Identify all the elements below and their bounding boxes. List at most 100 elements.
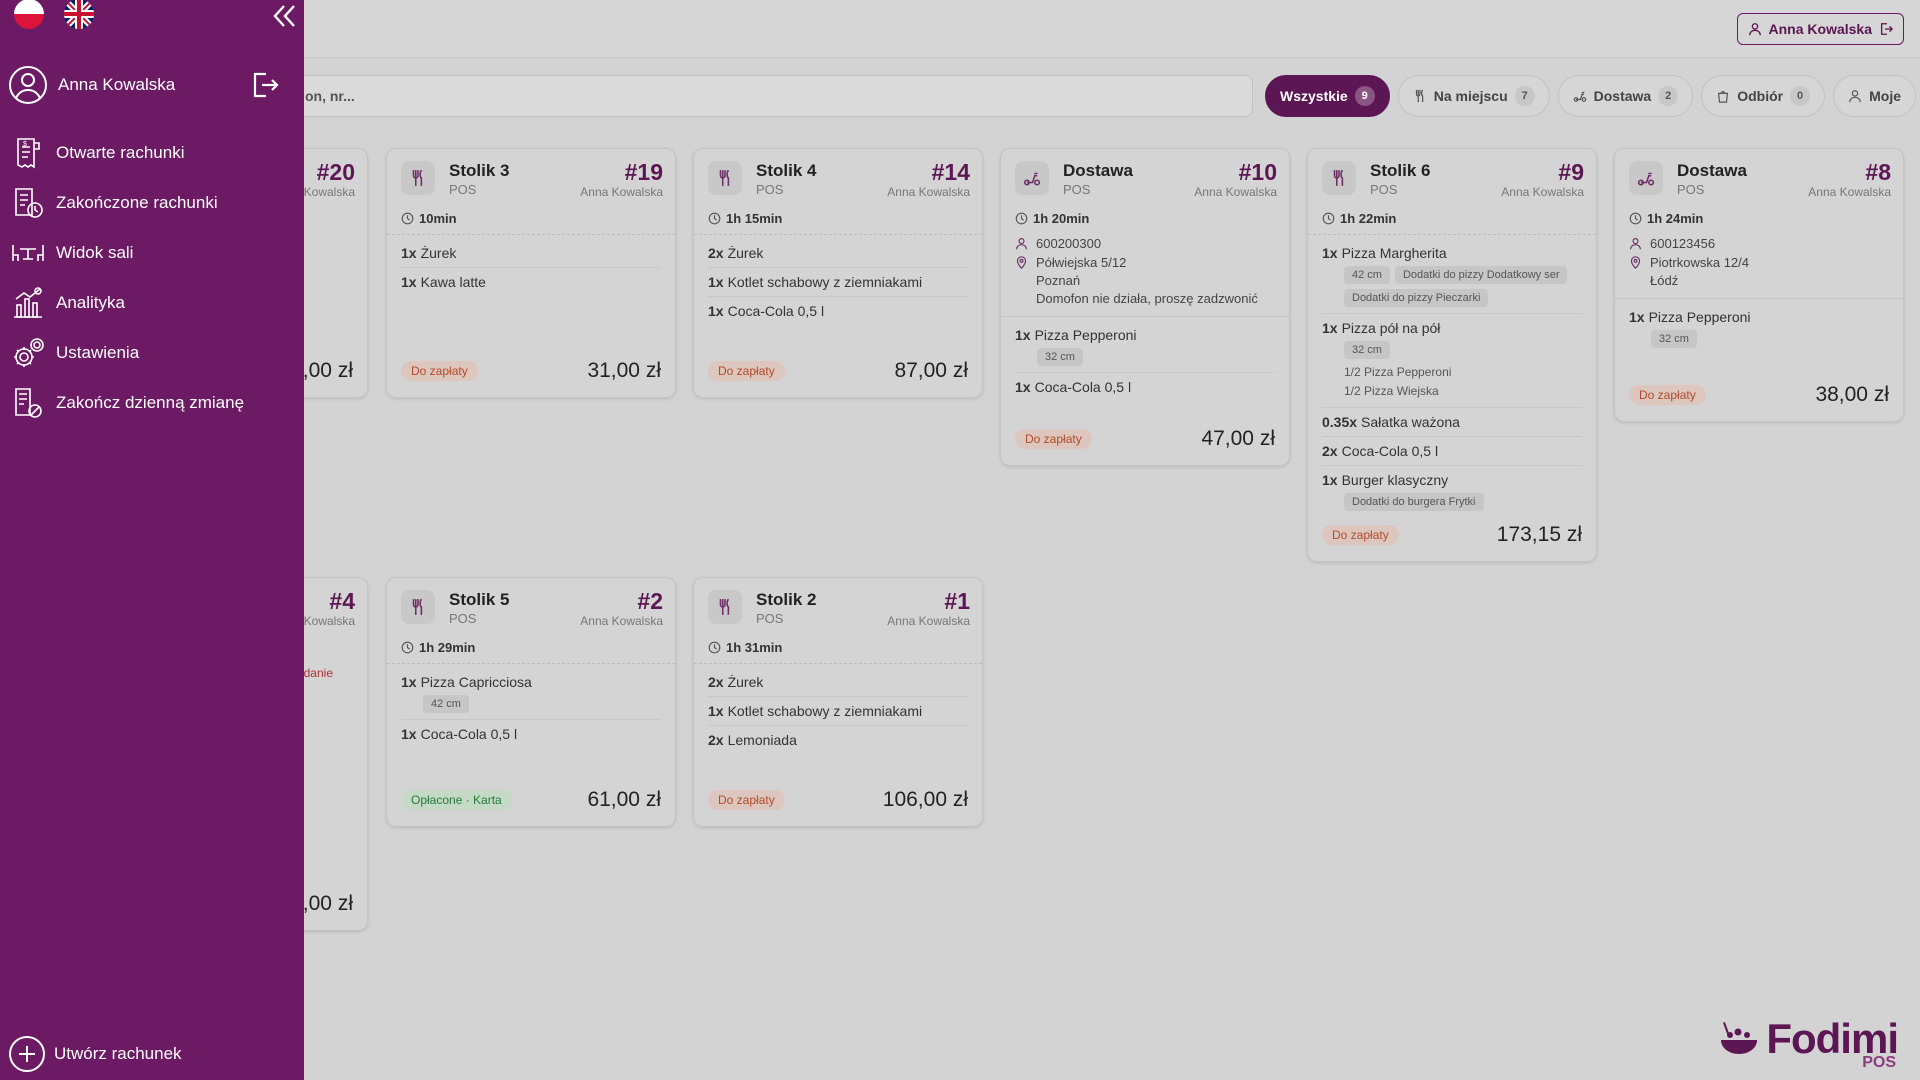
create-bill-button[interactable]: Utwórz rachunek bbox=[8, 1036, 182, 1072]
search-input[interactable]: on, nr... bbox=[290, 75, 1253, 117]
order-total: ,00 zł bbox=[302, 359, 353, 382]
item-qty: 1x bbox=[1629, 309, 1645, 325]
order-card-1[interactable]: Stolik 2 POS #1 Anna Kowalska 1h 31min 2… bbox=[693, 577, 983, 827]
item-name: Żurek bbox=[727, 674, 764, 690]
logout-icon[interactable] bbox=[250, 70, 280, 100]
filter-dine-in[interactable]: Na miejscu 7 bbox=[1397, 75, 1550, 117]
order-time: 1h 31min bbox=[694, 636, 982, 664]
order-time: 1h 20min bbox=[1001, 207, 1289, 234]
order-card-19[interactable]: Stolik 3 POS #19 Anna Kowalska 10min 1x Ż… bbox=[386, 148, 676, 398]
item-qty: 1x bbox=[401, 274, 417, 290]
clock-icon bbox=[1015, 212, 1028, 225]
order-card-14[interactable]: Stolik 4 POS #14 Anna Kowalska 1h 15min … bbox=[693, 148, 983, 398]
list-item: 1x Coca-Cola 0,5 l bbox=[1015, 373, 1275, 401]
card-footer: Do zapłaty 47,00 zł bbox=[1001, 413, 1289, 465]
order-time: 1h 29min bbox=[387, 636, 675, 664]
delivery-note: Domofon nie działa, proszę zadzwonić bbox=[1036, 291, 1258, 306]
item-modifier: 42 cm bbox=[423, 695, 469, 713]
item-name: Burger klasyczny bbox=[1341, 472, 1449, 488]
order-title: Stolik 5 bbox=[449, 590, 510, 609]
sidebar-item-open-bills[interactable]: $ Otwarte rachunki bbox=[0, 128, 304, 178]
order-card-10[interactable]: Dostawa POS #10 Anna Kowalska 1h 20min 6… bbox=[1000, 148, 1290, 466]
filter-label: Moje bbox=[1869, 88, 1901, 104]
card-header: Stolik 5 POS #2 Anna Kowalska bbox=[387, 578, 675, 636]
filter-delivery[interactable]: Dostawa 2 bbox=[1557, 75, 1694, 117]
order-number: #20 bbox=[316, 159, 355, 185]
order-card-8[interactable]: Dostawa POS #8 Anna Kowalska 1h 24min 60… bbox=[1614, 148, 1904, 422]
card-footer: Do zapłaty 31,00 zł bbox=[387, 345, 675, 397]
card-header: Dostawa POS #10 Anna Kowalska bbox=[1001, 149, 1289, 207]
polish-flag-icon[interactable] bbox=[14, 0, 44, 29]
item-qty: 1x bbox=[1322, 245, 1338, 261]
delivery-info: 600200300 Półwiejska 5/12 Poznań Domofon… bbox=[1001, 234, 1289, 317]
item-name: Lemoniada bbox=[727, 732, 797, 748]
order-card-2[interactable]: Stolik 5 POS #2 Anna Kowalska 1h 29min 1… bbox=[386, 577, 676, 827]
top-bar: Anna Kowalska bbox=[0, 0, 1920, 58]
sidebar-item-label: Zakończone rachunki bbox=[56, 193, 218, 212]
receipt-icon: $ bbox=[8, 133, 48, 173]
list-item: 1x Kawa latte bbox=[401, 268, 661, 296]
order-items: 1x Pizza Margherita 42 cm Dodatki do pizz… bbox=[1308, 235, 1596, 517]
order-number: #8 bbox=[1865, 159, 1891, 185]
filter-all[interactable]: Wszystkie 9 bbox=[1265, 75, 1390, 117]
item-subline: 1/2 Pizza Wiejska bbox=[1344, 384, 1439, 398]
list-item: 2x Żurek bbox=[708, 239, 968, 268]
item-modifier: 42 cm bbox=[1344, 266, 1390, 284]
user-icon bbox=[1016, 238, 1027, 250]
sidebar-item-floor-view[interactable]: Widok sali bbox=[0, 228, 304, 278]
user-icon bbox=[1849, 90, 1861, 103]
item-modifier: Dodatki do burgera Frytki bbox=[1344, 493, 1484, 511]
list-item: 2x Coca-Cola 0,5 l bbox=[1322, 437, 1582, 466]
list-item: 1x Coca-Cola 0,5 l bbox=[401, 720, 661, 748]
item-subline: 1/2 Pizza Pepperoni bbox=[1344, 365, 1452, 379]
filter-bar: Wszystkie 9 Na miejscu 7 Dostawa 2 Odbió… bbox=[1265, 75, 1916, 117]
item-modifier: 32 cm bbox=[1037, 348, 1083, 366]
order-total: 106,00 zł bbox=[882, 788, 968, 811]
card-header: #20 Kowalska bbox=[79, 149, 367, 207]
clock-icon bbox=[401, 641, 414, 654]
staff-name: Anna Kowalska bbox=[580, 614, 663, 628]
fork-knife-icon bbox=[708, 590, 742, 624]
filter-count: 0 bbox=[1790, 86, 1811, 106]
sidebar-item-analytics[interactable]: Analityka bbox=[0, 278, 304, 328]
filter-count: 7 bbox=[1514, 86, 1535, 106]
collapse-sidebar-icon[interactable] bbox=[270, 2, 298, 30]
fork-knife-icon bbox=[401, 161, 435, 195]
uk-flag-icon[interactable] bbox=[64, 0, 94, 29]
staff-name: Anna Kowalska bbox=[887, 614, 970, 628]
sidebar-item-label: Otwarte rachunki bbox=[56, 143, 185, 162]
user-account-name: Anna Kowalska bbox=[1768, 21, 1872, 37]
logo-text: Fodimi bbox=[1766, 1015, 1899, 1062]
filter-label: Dostawa bbox=[1593, 88, 1652, 104]
item-name: Pizza Pepperoni bbox=[1034, 327, 1137, 343]
phone-number: 600123456 bbox=[1650, 236, 1716, 251]
item-name: Kawa latte bbox=[420, 274, 486, 290]
clock-icon bbox=[708, 212, 721, 225]
user-icon bbox=[1748, 23, 1761, 36]
order-number: #2 bbox=[637, 588, 663, 614]
user-account-button[interactable]: Anna Kowalska bbox=[1736, 13, 1904, 45]
filter-label: Na miejscu bbox=[1433, 88, 1508, 104]
card-footer: Do zapłaty 38,00 zł bbox=[1615, 369, 1903, 421]
order-number: #10 bbox=[1238, 159, 1277, 185]
order-card-9[interactable]: Stolik 6 POS #9 Anna Kowalska 1h 22min 1… bbox=[1307, 148, 1597, 562]
sidebar-item-end-shift[interactable]: Zakończ dzienną zmianę bbox=[0, 378, 304, 428]
filter-mine[interactable]: Moje bbox=[1833, 75, 1916, 117]
address-city: Poznań bbox=[1036, 273, 1081, 288]
card-header: Stolik 3 POS #19 Anna Kowalska bbox=[387, 149, 675, 207]
item-name: Pizza Pepperoni bbox=[1648, 309, 1751, 325]
elapsed-time: 1h 20min bbox=[1033, 211, 1090, 226]
elapsed-time: 1h 15min bbox=[726, 211, 783, 226]
order-time: 1h 15min bbox=[694, 207, 982, 235]
item-qty: 1x bbox=[1015, 379, 1031, 395]
sidebar-item-settings[interactable]: Ustawienia bbox=[0, 328, 304, 378]
status-badge: Do zapłaty bbox=[1322, 525, 1399, 545]
list-item: 1x Żurek bbox=[401, 239, 661, 268]
sidebar-item-closed-bills[interactable]: Zakończone rachunki bbox=[0, 178, 304, 228]
item-name: Sałatka ważona bbox=[1361, 414, 1460, 430]
fork-knife-icon bbox=[708, 161, 742, 195]
filter-pickup[interactable]: Odbiór 0 bbox=[1701, 75, 1826, 117]
filter-count: 2 bbox=[1658, 86, 1679, 106]
order-title: Stolik 3 bbox=[449, 161, 510, 180]
order-total: 87,00 zł bbox=[894, 359, 968, 382]
